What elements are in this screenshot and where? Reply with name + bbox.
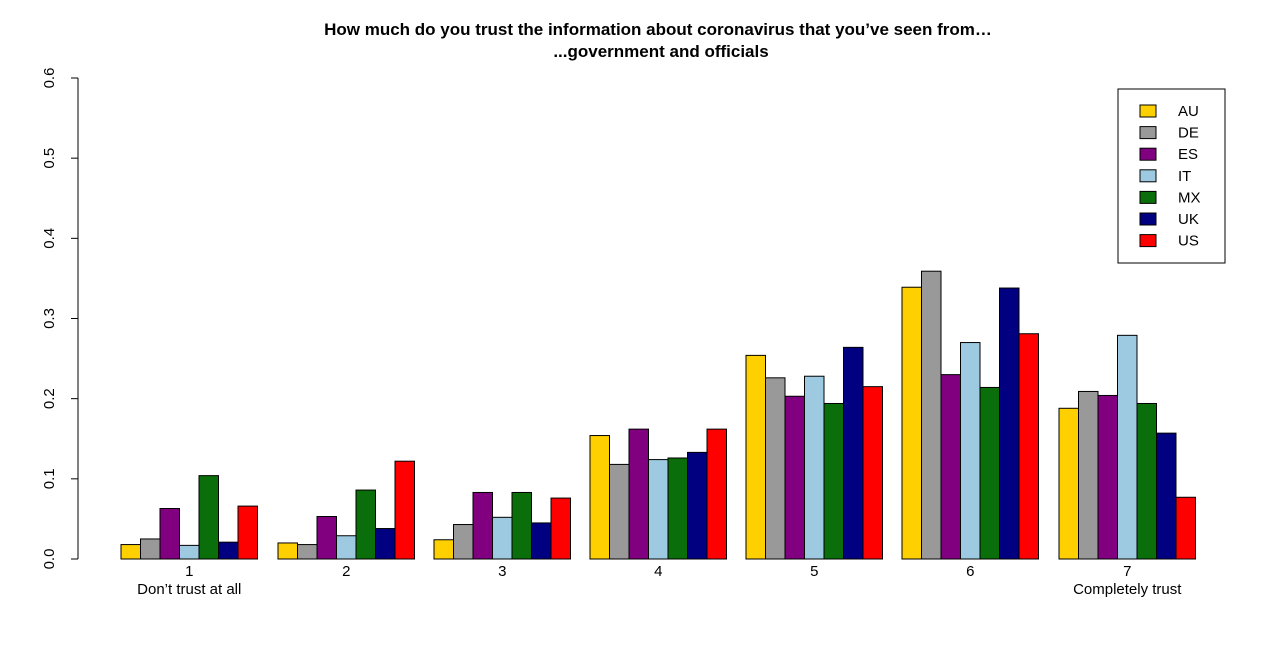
bar-uk-4 (687, 451, 708, 560)
bar-es-1 (159, 507, 180, 560)
legend-swatch-us (1139, 234, 1157, 248)
x-tick-sublabel: Don’t trust at all (137, 581, 241, 598)
legend-label-au: AU (1178, 103, 1199, 120)
bar-es-4 (628, 428, 649, 560)
x-tick-label: 3 (498, 563, 506, 580)
bar-mx-6 (979, 386, 1000, 560)
bar-de-6 (921, 270, 942, 560)
bar-uk-1 (218, 541, 239, 560)
bar-de-5 (765, 377, 786, 560)
x-tick-sublabel: Completely trust (1073, 581, 1182, 598)
y-axis: 0.0 0.1 0.2 0.3 0.4 0.5 0.6 (41, 68, 79, 570)
bar-us-3 (550, 497, 571, 560)
bar-au-1 (120, 544, 141, 560)
x-tick-label: 4 (654, 563, 662, 580)
x-tick-label: 5 (810, 563, 818, 580)
bar-au-7 (1058, 407, 1079, 560)
legend-swatch-uk (1139, 212, 1157, 226)
x-tick-label: 2 (342, 563, 350, 580)
bar-it-4 (648, 459, 669, 560)
y-tick-label: 0.3 (41, 308, 58, 329)
bar-au-2 (277, 542, 298, 560)
bar-mx-7 (1136, 402, 1157, 560)
bar-de-1 (140, 538, 161, 560)
legend-swatch-it (1139, 169, 1157, 183)
y-tick-label: 0.0 (41, 549, 58, 570)
y-tick-label: 0.4 (41, 228, 58, 249)
bar-us-7 (1175, 496, 1196, 560)
legend-label-de: DE (1178, 125, 1199, 142)
legend-swatch-mx (1139, 190, 1157, 204)
bar-mx-3 (511, 491, 532, 560)
bar-us-6 (1018, 333, 1039, 560)
bar-it-3 (492, 516, 513, 560)
bar-it-5 (804, 375, 825, 560)
chart-title-line1: How much do you trust the information ab… (324, 20, 992, 39)
bar-mx-4 (667, 457, 688, 560)
y-tick-label: 0.6 (41, 68, 58, 89)
bar-mx-1 (198, 475, 219, 560)
bar-uk-3 (531, 522, 552, 560)
legend-swatch-au (1139, 104, 1157, 118)
bar-de-3 (453, 524, 474, 560)
y-tick-label: 0.5 (41, 148, 58, 169)
bar-uk-5 (843, 346, 864, 560)
bar-au-4 (589, 435, 610, 560)
legend-label-mx: MX (1178, 189, 1201, 206)
legend-label-es: ES (1178, 146, 1198, 163)
bar-de-2 (297, 544, 318, 560)
bar-mx-5 (823, 402, 844, 560)
bar-es-2 (316, 516, 337, 560)
y-tick-label: 0.1 (41, 468, 58, 489)
bar-au-5 (745, 354, 766, 560)
bar-es-7 (1097, 394, 1118, 560)
bar-de-7 (1078, 390, 1099, 560)
x-tick-label: 6 (966, 563, 974, 580)
bar-us-5 (862, 386, 883, 560)
bar-us-2 (394, 460, 415, 560)
bar-de-4 (609, 463, 630, 560)
bar-us-1 (237, 505, 258, 560)
legend-box (1117, 88, 1226, 264)
bar-es-5 (784, 395, 805, 560)
legend-swatch-de (1139, 126, 1157, 140)
chart-title-line2: ...government and officials (553, 42, 768, 61)
bar-uk-6 (999, 287, 1020, 560)
bar-it-6 (960, 342, 981, 560)
bar-it-1 (179, 544, 200, 560)
bar-mx-2 (355, 489, 376, 560)
legend: AU DE ES IT MX UK US (1117, 88, 1226, 264)
y-tick-label: 0.2 (41, 388, 58, 409)
bar-es-6 (940, 374, 961, 560)
legend-label-it: IT (1178, 168, 1191, 185)
x-tick-label: 7 (1123, 563, 1131, 580)
bar-us-4 (706, 428, 727, 560)
x-tick-label: 1 (185, 563, 193, 580)
bar-au-6 (901, 286, 922, 560)
bar-it-7 (1117, 334, 1138, 560)
bar-it-2 (336, 535, 357, 560)
bar-au-3 (433, 539, 454, 560)
legend-label-us: US (1178, 233, 1199, 250)
bars-group (120, 270, 1196, 560)
bar-es-3 (472, 491, 493, 560)
bar-uk-7 (1156, 432, 1177, 560)
bar-uk-2 (375, 528, 396, 560)
legend-label-uk: UK (1178, 211, 1199, 228)
legend-swatch-es (1139, 147, 1157, 161)
